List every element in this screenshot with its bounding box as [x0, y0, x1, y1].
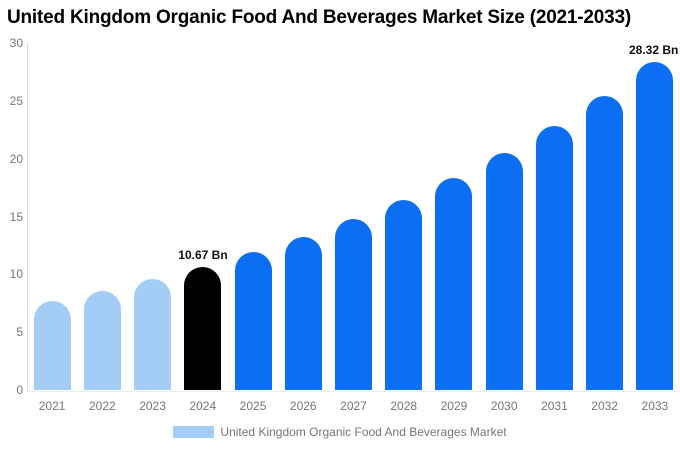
legend-label: United Kingdom Organic Food And Beverage… — [220, 425, 507, 439]
bar-2033[interactable] — [636, 62, 674, 390]
value-label-2024: 10.67 Bn — [178, 247, 228, 262]
chart-title: United Kingdom Organic Food And Beverage… — [7, 7, 632, 28]
x-tick-label-2032: 2032 — [591, 399, 618, 413]
bar-2024[interactable] — [184, 266, 222, 390]
legend-swatch-icon — [173, 426, 215, 438]
x-tick-label-2026: 2026 — [289, 399, 317, 413]
x-tick-label-2029: 2029 — [440, 399, 468, 413]
x-axis-line — [27, 391, 678, 392]
legend-item[interactable]: United Kingdom Organic Food And Beverage… — [0, 425, 680, 439]
bar-2026[interactable] — [284, 236, 322, 390]
x-tick-label-2033: 2033 — [641, 399, 669, 413]
bar-2032[interactable] — [586, 96, 624, 390]
bar-2025[interactable] — [234, 252, 272, 390]
bar-2030[interactable] — [485, 153, 523, 390]
bar-2027[interactable] — [335, 219, 372, 390]
y-tick-label-0: 0 — [16, 383, 23, 397]
bar-2022[interactable] — [83, 290, 121, 390]
y-tick-label-10: 10 — [9, 267, 23, 282]
bar-2028[interactable] — [385, 199, 423, 390]
bar-2031[interactable] — [535, 126, 573, 390]
value-label-2033: 28.32 Bn — [629, 43, 679, 58]
x-tick-label-2028: 2028 — [390, 399, 418, 413]
y-tick-label-5: 5 — [16, 325, 23, 340]
bar-2023[interactable] — [134, 279, 172, 390]
y-tick-label-25: 25 — [9, 93, 23, 108]
y-tick-label-30: 30 — [9, 36, 23, 50]
x-tick-label-2022: 2022 — [88, 399, 116, 413]
y-tick-label-20: 20 — [9, 151, 23, 166]
bar-2021[interactable] — [33, 300, 71, 390]
y-axis-line — [27, 43, 28, 391]
x-tick-label-2023: 2023 — [139, 399, 166, 413]
x-tick-label-2031: 2031 — [541, 399, 568, 413]
bar-2029[interactable] — [435, 177, 473, 390]
x-tick-label-2027: 2027 — [340, 399, 367, 413]
x-tick-label-2030: 2030 — [490, 399, 518, 413]
x-tick-label-2024: 2024 — [189, 399, 217, 413]
y-tick-label-15: 15 — [9, 209, 23, 224]
x-tick-label-2025: 2025 — [239, 399, 267, 413]
x-tick-label-2021: 2021 — [38, 399, 66, 413]
